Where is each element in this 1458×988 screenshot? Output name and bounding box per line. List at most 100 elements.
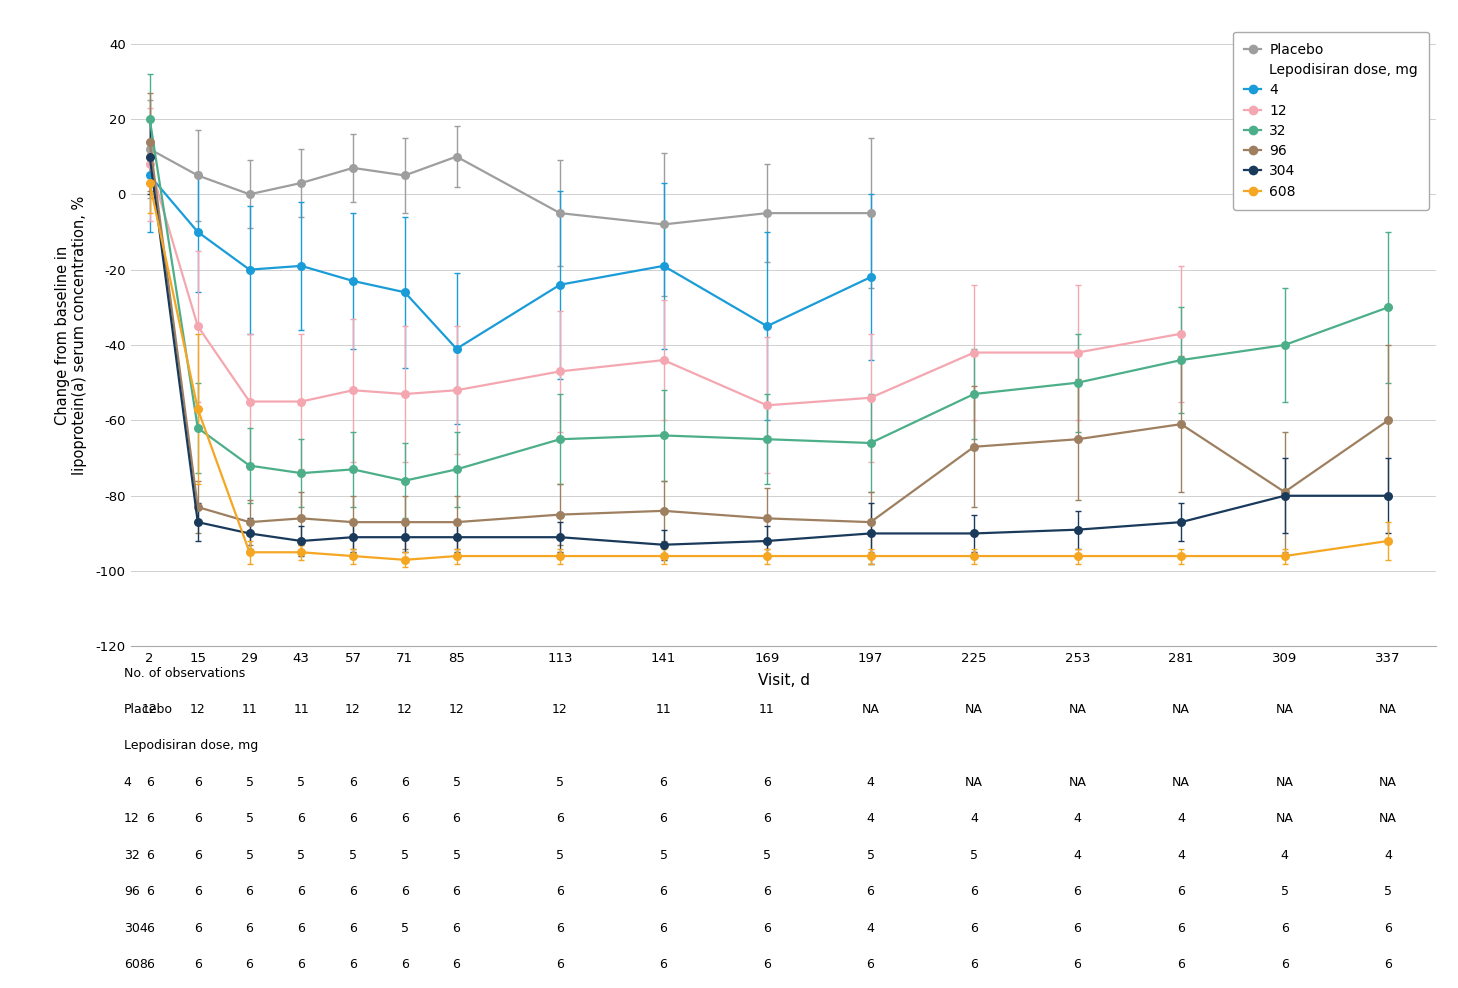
Text: 6: 6 [1280,922,1289,935]
Text: 6: 6 [763,922,771,935]
Text: 6: 6 [659,958,668,971]
Text: 12: 12 [553,703,569,716]
Text: 6: 6 [348,922,357,935]
Text: 4: 4 [866,812,875,825]
Text: 5: 5 [1384,885,1392,898]
Text: 6: 6 [297,958,305,971]
Text: 6: 6 [1073,885,1082,898]
Text: NA: NA [1379,812,1397,825]
Text: 5: 5 [245,812,254,825]
Text: 6: 6 [555,958,564,971]
Text: NA: NA [862,703,879,716]
Text: NA: NA [965,776,983,789]
Text: 12: 12 [190,703,206,716]
Text: 5: 5 [297,849,305,862]
Text: 5: 5 [401,922,408,935]
Text: 6: 6 [452,922,461,935]
Text: 5: 5 [401,849,408,862]
Text: 6: 6 [194,922,201,935]
Text: 12: 12 [124,812,140,825]
Text: 6: 6 [1073,958,1082,971]
Text: 5: 5 [348,849,357,862]
Text: 6: 6 [763,812,771,825]
Text: 4: 4 [1280,849,1289,862]
Text: 6: 6 [194,849,201,862]
Text: 6: 6 [970,958,978,971]
Text: 5: 5 [659,849,668,862]
Text: 6: 6 [1177,958,1185,971]
Text: 6: 6 [348,885,357,898]
Text: 6: 6 [1177,922,1185,935]
Text: 608: 608 [124,958,147,971]
Text: 6: 6 [348,776,357,789]
Text: No. of observations: No. of observations [124,667,245,680]
Text: 5: 5 [970,849,978,862]
Text: 6: 6 [245,885,254,898]
Text: 5: 5 [555,776,564,789]
Text: 4: 4 [970,812,978,825]
Text: NA: NA [1379,776,1397,789]
Text: NA: NA [1172,776,1190,789]
Text: 4: 4 [1177,849,1185,862]
Text: 6: 6 [659,776,668,789]
Text: 6: 6 [555,922,564,935]
Text: NA: NA [1379,703,1397,716]
Text: 12: 12 [346,703,362,716]
Text: 6: 6 [763,885,771,898]
Text: 6: 6 [866,958,875,971]
Text: 12: 12 [397,703,413,716]
Text: 6: 6 [659,922,668,935]
Text: 6: 6 [1073,922,1082,935]
Text: 6: 6 [146,849,153,862]
Text: 6: 6 [245,958,254,971]
Text: 5: 5 [245,849,254,862]
Text: NA: NA [1276,703,1293,716]
Text: NA: NA [1276,812,1293,825]
Text: 6: 6 [970,885,978,898]
Text: 6: 6 [401,885,408,898]
Text: 6: 6 [146,885,153,898]
Text: Lepodisiran dose, mg: Lepodisiran dose, mg [124,739,258,753]
Text: 6: 6 [1384,922,1392,935]
Text: 4: 4 [1073,812,1082,825]
Text: 11: 11 [760,703,774,716]
Text: 6: 6 [297,922,305,935]
Text: 5: 5 [763,849,771,862]
Text: 6: 6 [348,958,357,971]
Text: Placebo: Placebo [124,703,174,716]
Text: 6: 6 [146,776,153,789]
Text: NA: NA [1069,703,1086,716]
Text: 4: 4 [866,922,875,935]
Text: 6: 6 [194,776,201,789]
Text: 96: 96 [124,885,140,898]
Text: 6: 6 [866,885,875,898]
Text: 4: 4 [124,776,131,789]
Text: 4: 4 [1177,812,1185,825]
Text: 4: 4 [866,776,875,789]
Text: 6: 6 [146,812,153,825]
Text: 6: 6 [659,812,668,825]
Text: 304: 304 [124,922,147,935]
Text: 5: 5 [245,776,254,789]
Text: 12: 12 [449,703,465,716]
Text: 4: 4 [1073,849,1082,862]
Text: 6: 6 [401,776,408,789]
Text: 6: 6 [194,958,201,971]
Text: 6: 6 [452,958,461,971]
Text: 6: 6 [348,812,357,825]
Text: 5: 5 [452,776,461,789]
Text: NA: NA [1172,703,1190,716]
Text: 12: 12 [141,703,157,716]
Text: 5: 5 [1280,885,1289,898]
Text: 6: 6 [297,885,305,898]
Text: NA: NA [1276,776,1293,789]
Text: 6: 6 [297,812,305,825]
Text: 6: 6 [1177,885,1185,898]
Text: 6: 6 [452,812,461,825]
Text: 6: 6 [1384,958,1392,971]
Y-axis label: Change from baseline in
lipoprotein(a) serum concentration, %: Change from baseline in lipoprotein(a) s… [55,196,87,475]
Text: 6: 6 [659,885,668,898]
Text: 5: 5 [297,776,305,789]
Text: 6: 6 [194,812,201,825]
Text: 6: 6 [146,922,153,935]
